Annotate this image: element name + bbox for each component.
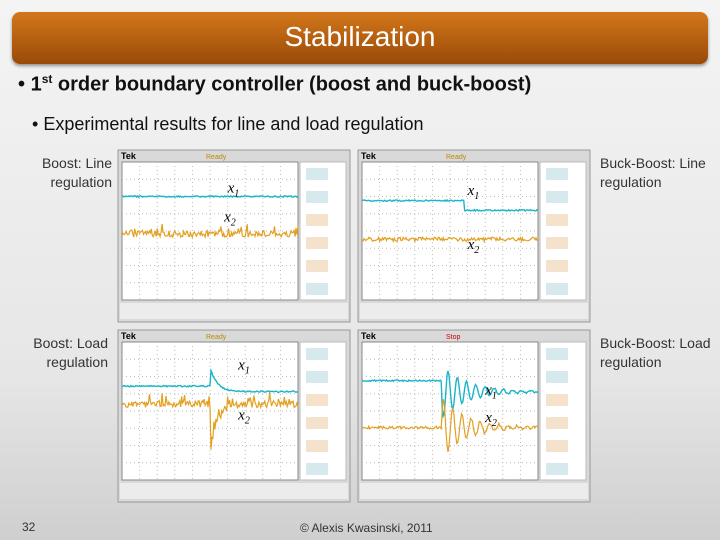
state-sub: 2	[245, 415, 250, 426]
state-var: x	[223, 209, 231, 225]
state-sub: 2	[474, 245, 479, 256]
caption: Buck-Boost: Load regulation	[600, 335, 711, 370]
scope-footer	[120, 303, 348, 319]
measure-item	[306, 168, 328, 180]
measure-item	[306, 283, 328, 295]
measure-item	[546, 168, 568, 180]
measure-item	[306, 371, 328, 383]
measure-panel	[539, 161, 587, 301]
state-var: x	[237, 358, 245, 374]
state-label: x1	[467, 183, 480, 202]
trace-ch1	[121, 367, 299, 394]
state-var: x	[237, 407, 245, 423]
state-sub: 1	[234, 188, 239, 199]
measure-item	[546, 260, 568, 272]
measure-item	[306, 417, 328, 429]
measure-item	[546, 283, 568, 295]
caption: Boost: Load regulation	[33, 335, 108, 370]
state-sub: 2	[231, 217, 236, 228]
trace-ch2	[121, 224, 299, 239]
state-label: x1	[484, 382, 497, 401]
measure-item	[306, 237, 328, 249]
state-label: x1	[227, 180, 240, 199]
title: Stabilization	[12, 12, 708, 64]
trace-ch2	[121, 392, 299, 450]
state-var: x	[484, 382, 492, 398]
measure-item	[306, 191, 328, 203]
bullet-sup: st	[41, 72, 53, 86]
measure-item	[306, 394, 328, 406]
measure-item	[306, 260, 328, 272]
scope-footer	[360, 303, 588, 319]
state-var: x	[467, 183, 475, 199]
scope-state: Ready	[206, 154, 227, 161]
measure-item	[546, 440, 568, 452]
measure-item	[546, 237, 568, 249]
measure-item	[306, 214, 328, 226]
measure-item	[306, 463, 328, 475]
measure-item	[546, 214, 568, 226]
state-label: x2	[467, 237, 480, 256]
measure-item	[306, 440, 328, 452]
measure-panel	[539, 341, 587, 481]
bullet: • 1st order boundary controller (boost a…	[18, 72, 532, 96]
scope-footer	[120, 483, 348, 499]
state-sub: 1	[492, 390, 497, 401]
state-label: x1	[237, 358, 250, 377]
measure-item	[546, 348, 568, 360]
state-label: x2	[237, 407, 250, 426]
scope-brand: Tek	[121, 331, 137, 341]
measure-item	[546, 463, 568, 475]
copyright: © Alexis Kwasinski, 2011	[300, 521, 433, 535]
page-number: 32	[22, 520, 36, 534]
trace-ch1	[361, 198, 539, 213]
measure-item	[306, 348, 328, 360]
state-sub: 1	[245, 366, 250, 377]
state-label: x2	[223, 209, 236, 228]
state-var: x	[484, 410, 492, 426]
scope-brand: Tek	[361, 151, 377, 161]
sub-bullet-text: Experimental results for line and load r…	[43, 114, 424, 134]
scope-brand: Tek	[121, 151, 137, 161]
trace-ch1	[121, 194, 299, 199]
trace-ch2	[361, 398, 539, 452]
bullet-lead: 1	[30, 73, 42, 96]
trace-ch2	[361, 235, 539, 244]
scope-state: Stop	[446, 334, 461, 341]
bullet-rest: order boundary controller (boost and buc…	[52, 73, 532, 96]
scope-brand: Tek	[361, 331, 377, 341]
measure-panel	[299, 161, 347, 301]
measure-item	[546, 417, 568, 429]
scope-footer	[360, 483, 588, 499]
state-sub: 2	[492, 418, 497, 429]
scope-state: Ready	[206, 334, 227, 341]
sub-bullet: • Experimental results for line and load…	[32, 114, 424, 134]
scope-state: Ready	[446, 154, 467, 161]
caption: Boost: Line regulation	[41, 155, 112, 190]
measure-item	[546, 191, 568, 203]
measure-item	[546, 371, 568, 383]
state-label: x2	[484, 410, 497, 429]
state-var: x	[467, 237, 475, 253]
trace-ch1	[361, 370, 539, 419]
state-var: x	[227, 180, 235, 196]
measure-panel	[299, 341, 347, 481]
state-sub: 1	[474, 191, 479, 202]
caption: Buck-Boost: Line regulation	[600, 155, 706, 190]
measure-item	[546, 394, 568, 406]
